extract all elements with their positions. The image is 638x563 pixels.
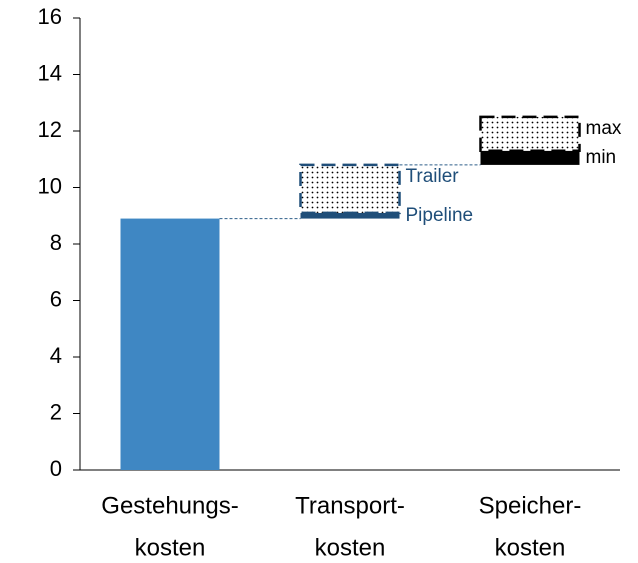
x-tick-label: Speicher- (479, 492, 582, 519)
y-tick-label: 16 (38, 4, 62, 29)
range-box (299, 163, 401, 215)
x-tick-label: Transport- (295, 492, 405, 519)
y-tick-label: 0 (50, 456, 62, 481)
y-tick-label: 12 (38, 117, 62, 142)
bar (120, 218, 220, 470)
x-tick-label: Gestehungs- (101, 492, 238, 519)
x-tick-label: kosten (495, 534, 566, 561)
y-tick-label: 2 (50, 399, 62, 424)
x-tick-label: kosten (135, 534, 206, 561)
y-tick-label: 10 (38, 173, 62, 198)
series-label: min (586, 147, 617, 168)
y-tick-label: 14 (38, 60, 62, 85)
bar (300, 212, 400, 219)
y-tick-label: 8 (50, 230, 62, 255)
y-tick-label: 4 (50, 343, 62, 368)
bar (480, 150, 580, 165)
series-label: Pipeline (406, 205, 474, 226)
x-tick-label: kosten (315, 534, 386, 561)
series-label: max (586, 118, 622, 139)
range-box (479, 115, 581, 153)
series-label: Trailer (406, 166, 460, 187)
y-tick-label: 6 (50, 286, 62, 311)
